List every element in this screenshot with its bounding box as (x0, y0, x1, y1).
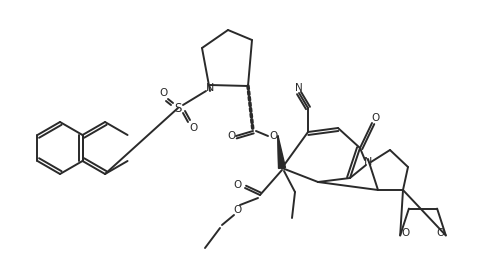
Text: N: N (206, 83, 214, 93)
Text: O: O (234, 180, 242, 190)
Text: S: S (174, 102, 182, 114)
Text: O: O (436, 228, 445, 238)
Text: O: O (401, 228, 409, 238)
Text: O: O (234, 205, 242, 215)
Polygon shape (278, 136, 286, 168)
Text: N: N (364, 157, 372, 167)
Text: O: O (269, 131, 277, 141)
Text: O: O (371, 113, 379, 123)
Text: O: O (189, 123, 197, 133)
Text: O: O (227, 131, 235, 141)
Text: N: N (295, 83, 303, 93)
Text: O: O (159, 88, 167, 98)
